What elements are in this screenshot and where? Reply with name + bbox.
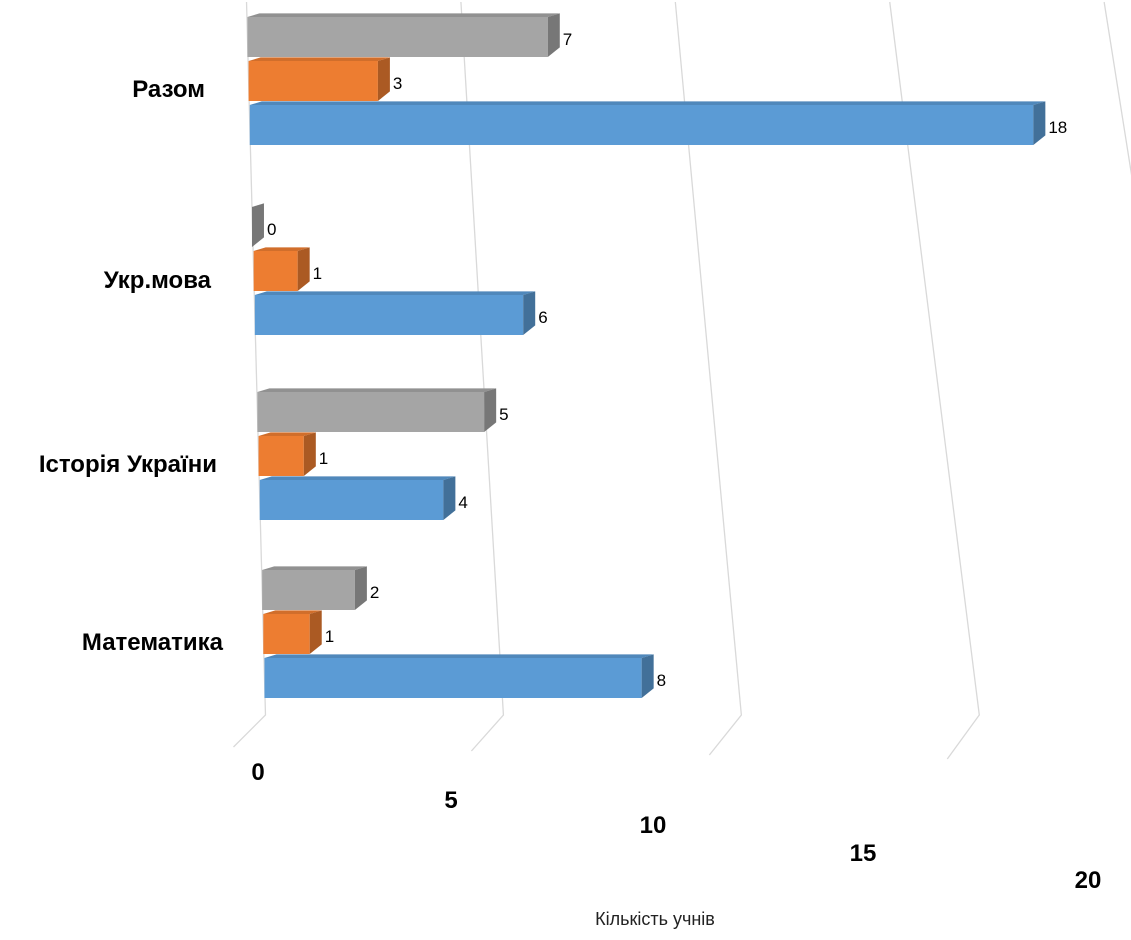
x-tick-label: 5 bbox=[444, 787, 457, 814]
bar bbox=[251, 203, 265, 247]
data-label: 1 bbox=[325, 627, 334, 646]
data-label: 8 bbox=[657, 671, 666, 690]
bar bbox=[254, 291, 536, 335]
data-label: 5 bbox=[499, 405, 508, 424]
bar bbox=[258, 432, 316, 476]
gridline bbox=[1103, 1, 1131, 176]
data-label: 6 bbox=[538, 308, 547, 327]
bar bbox=[257, 388, 497, 432]
category-label: Укр.мова bbox=[104, 267, 212, 294]
bar bbox=[248, 57, 390, 101]
x-tick-label: 10 bbox=[640, 812, 667, 839]
x-tick-label: 15 bbox=[850, 840, 877, 867]
data-label: 3 bbox=[393, 74, 402, 93]
bars bbox=[247, 13, 1046, 698]
data-label: 0 bbox=[267, 220, 276, 239]
category-label: Математика bbox=[82, 629, 224, 656]
data-label: 1 bbox=[319, 449, 328, 468]
bar bbox=[262, 566, 367, 610]
bar bbox=[249, 101, 1046, 145]
gridline bbox=[889, 1, 980, 760]
data-label: 18 bbox=[1048, 118, 1067, 137]
gridline bbox=[460, 1, 505, 752]
data-label: 4 bbox=[458, 493, 467, 512]
x-tick-label: 0 bbox=[251, 759, 264, 786]
data-label: 2 bbox=[370, 583, 379, 602]
data-label: 7 bbox=[563, 30, 572, 49]
bar bbox=[247, 13, 560, 57]
bar bbox=[253, 247, 310, 291]
category-label: Разом bbox=[132, 76, 205, 103]
bar bbox=[263, 610, 322, 654]
gridline bbox=[674, 1, 743, 756]
x-tick-label: 20 bbox=[1075, 867, 1102, 894]
category-label: Історія України bbox=[39, 451, 217, 478]
bar bbox=[264, 654, 654, 698]
bar bbox=[259, 476, 456, 520]
gridlines bbox=[233, 1, 1131, 760]
data-label: 1 bbox=[313, 264, 322, 283]
x-axis-title: Кількість учнів bbox=[595, 909, 715, 929]
